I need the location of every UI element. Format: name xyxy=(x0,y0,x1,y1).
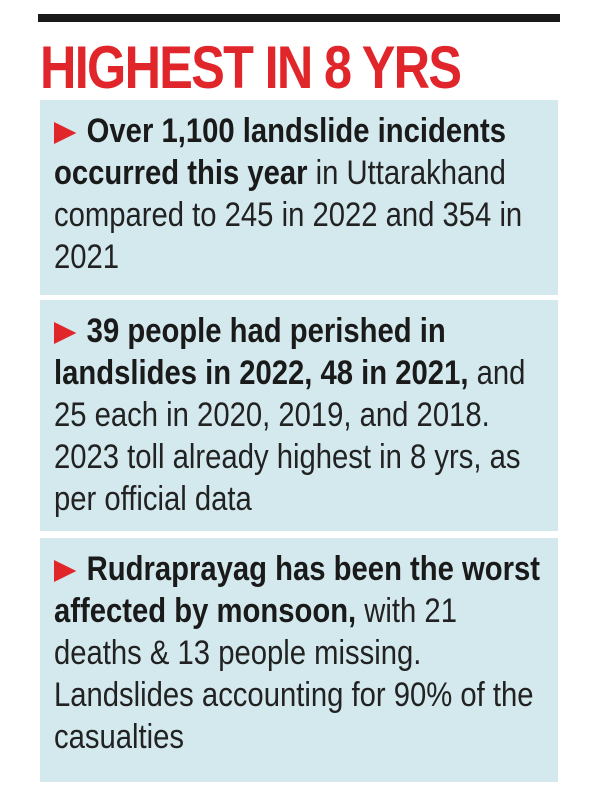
headline: HIGHEST IN 8 YRS xyxy=(40,34,462,101)
right-arrow-icon xyxy=(54,322,77,344)
right-arrow-icon xyxy=(54,560,77,582)
bullet-panel-3: Rudraprayag has been the worst affected … xyxy=(40,538,558,782)
bullet-panel-2: 39 people had perished in landslides in … xyxy=(40,300,558,531)
infobox-card: HIGHEST IN 8 YRS Over 1,100 landslide in… xyxy=(38,14,560,782)
top-rule xyxy=(38,14,560,22)
bullet-regular-3: with 21 deaths & 13 people missing. Land… xyxy=(54,592,534,756)
bullet-regular-2: and 25 each in 2020, 2019, and 2018. 202… xyxy=(54,354,526,518)
bullet-text-1: Over 1,100 landslide incidents occurred … xyxy=(54,110,553,278)
bullet-text-3: Rudraprayag has been the worst affected … xyxy=(54,548,553,758)
bullet-bold-2: 39 people had perished in landslides in … xyxy=(54,312,469,392)
bullet-bold-1: Over 1,100 landslide incidents occurred … xyxy=(54,112,506,192)
bullet-regular-1: in Uttarakhand compared to 245 in 2022 a… xyxy=(54,154,523,276)
bullet-panel-1: Over 1,100 landslide incidents occurred … xyxy=(40,100,558,295)
bullet-text-2: 39 people had perished in landslides in … xyxy=(54,310,553,520)
bullet-bold-3: Rudraprayag has been the worst affected … xyxy=(54,550,541,630)
right-arrow-icon xyxy=(54,122,77,144)
